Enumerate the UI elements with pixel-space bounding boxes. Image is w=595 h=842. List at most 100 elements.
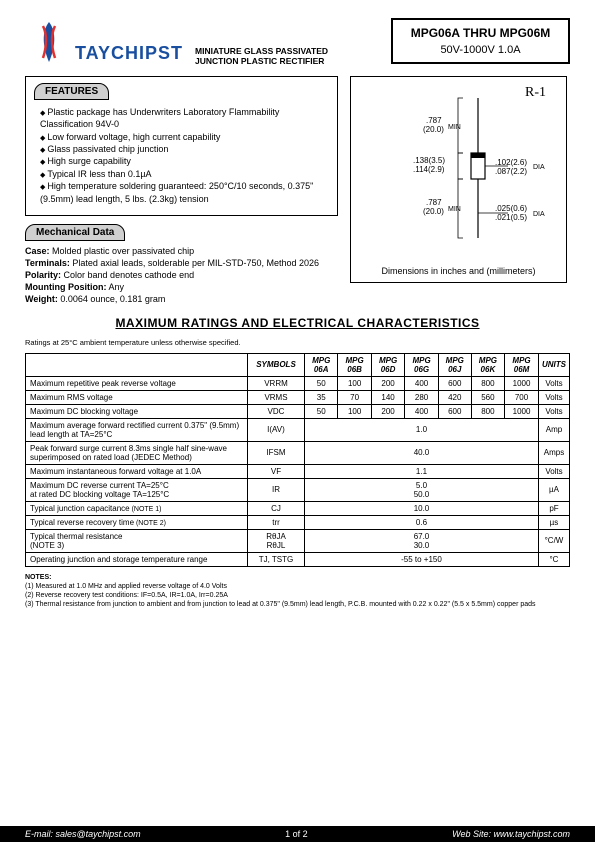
param-cell: Maximum instantaneous forward voltage at… bbox=[26, 464, 248, 478]
ratings-table: SYMBOLSMPG 06AMPG 06BMPG 06DMPG 06GMPG 0… bbox=[25, 353, 570, 567]
footer-website: Web Site: www.taychipst.com bbox=[452, 829, 570, 839]
terminals-value: Plated axial leads, solderable per MIL-S… bbox=[72, 258, 319, 268]
param-cell: Maximum DC reverse current TA=25°C at ra… bbox=[26, 478, 248, 501]
symbol-cell: IR bbox=[248, 478, 305, 501]
value-cell: 200 bbox=[371, 404, 404, 418]
table-row: Maximum DC reverse current TA=25°C at ra… bbox=[26, 478, 570, 501]
feature-item: Plastic package has Underwriters Laborat… bbox=[40, 106, 329, 131]
symbol-cell: VRRM bbox=[248, 376, 305, 390]
value-cell: 140 bbox=[371, 390, 404, 404]
header: TAYCHIPST MINIATURE GLASS PASSIVATED JUN… bbox=[25, 18, 570, 66]
units-cell: Volts bbox=[538, 376, 569, 390]
units-cell: µA bbox=[538, 478, 569, 501]
value-cell: 35 bbox=[305, 390, 338, 404]
value-cell: 100 bbox=[338, 404, 371, 418]
param-cell: Typical reverse recovery time (NOTE 2) bbox=[26, 515, 248, 529]
units-cell: °C bbox=[538, 552, 569, 566]
dim-min-bot: MIN bbox=[448, 206, 461, 213]
diode-drawing-icon: .787(20.0) MIN .138(3.5).114(2.9) .102(2… bbox=[363, 93, 553, 258]
dim-dia-lead: DIA bbox=[533, 211, 545, 218]
diagram-caption: Dimensions in inches and (millimeters) bbox=[351, 266, 566, 276]
dim-min-top: MIN bbox=[448, 124, 461, 131]
param-cell: Maximum DC blocking voltage bbox=[26, 404, 248, 418]
units-cell: µs bbox=[538, 515, 569, 529]
param-cell: Operating junction and storage temperatu… bbox=[26, 552, 248, 566]
value-cell: -55 to +150 bbox=[305, 552, 539, 566]
symbol-cell: trr bbox=[248, 515, 305, 529]
mechanical-data: Case: Molded plastic over passivated chi… bbox=[25, 245, 325, 306]
feature-item: Low forward voltage, high current capabi… bbox=[40, 131, 329, 143]
table-row: Maximum repetitive peak reverse voltageV… bbox=[26, 376, 570, 390]
value-cell: 50 bbox=[305, 404, 338, 418]
notes-block: NOTES: (1) Measured at 1.0 MHz and appli… bbox=[25, 573, 570, 609]
value-cell: 67.0 30.0 bbox=[305, 529, 539, 552]
footer: E-mail: sales@taychipst.com 1 of 2 Web S… bbox=[0, 826, 595, 842]
value-cell: 1.0 bbox=[305, 418, 539, 441]
notes-title: NOTES: bbox=[25, 574, 51, 581]
value-cell: 5.0 50.0 bbox=[305, 478, 539, 501]
logo: TAYCHIPST bbox=[25, 18, 183, 66]
value-cell: 10.0 bbox=[305, 501, 539, 515]
voltage-current-rating: 50V-1000V 1.0A bbox=[403, 44, 558, 56]
units-cell: Amps bbox=[538, 441, 569, 464]
value-cell: 420 bbox=[438, 390, 471, 404]
value-cell: 1000 bbox=[505, 404, 539, 418]
table-header: UNITS bbox=[538, 353, 569, 376]
polarity-label: Polarity: bbox=[25, 270, 61, 280]
table-header: MPG 06A bbox=[305, 353, 338, 376]
value-cell: 400 bbox=[405, 404, 439, 418]
note-item: (2) Reverse recovery test conditions: IF… bbox=[25, 591, 570, 600]
units-cell: Amp bbox=[538, 418, 569, 441]
value-cell: 800 bbox=[471, 404, 504, 418]
dim-lead-top: .787(20.0) bbox=[423, 116, 444, 134]
feature-item: Glass passivated chip junction bbox=[40, 143, 329, 155]
feature-item: High surge capability bbox=[40, 155, 329, 167]
units-cell: Volts bbox=[538, 390, 569, 404]
case-value: Molded plastic over passivated chip bbox=[52, 246, 194, 256]
logo-icon bbox=[25, 18, 73, 66]
table-header: MPG 06J bbox=[438, 353, 471, 376]
param-cell: Typical junction capacitance (NOTE 1) bbox=[26, 501, 248, 515]
dim-lead-bot: .787(20.0) bbox=[423, 198, 444, 216]
param-cell: Peak forward surge current 8.3ms single … bbox=[26, 441, 248, 464]
symbol-cell: VDC bbox=[248, 404, 305, 418]
dim-lead-dia: .025(0.6).021(0.5) bbox=[495, 204, 527, 222]
units-cell: Volts bbox=[538, 464, 569, 478]
terminals-label: Terminals: bbox=[25, 258, 70, 268]
table-row: Peak forward surge current 8.3ms single … bbox=[26, 441, 570, 464]
weight-value: 0.0064 ounce, 0.181 gram bbox=[60, 294, 165, 304]
mechanical-title: Mechanical Data bbox=[25, 224, 125, 241]
table-row: Typical junction capacitance (NOTE 1)CJ1… bbox=[26, 501, 570, 515]
dim-dia-body: DIA bbox=[533, 164, 545, 171]
symbol-cell: CJ bbox=[248, 501, 305, 515]
units-cell: °C/W bbox=[538, 529, 569, 552]
value-cell: 560 bbox=[471, 390, 504, 404]
param-cell: Maximum average forward rectified curren… bbox=[26, 418, 248, 441]
footer-email: E-mail: sales@taychipst.com bbox=[25, 829, 141, 839]
table-row: Maximum average forward rectified curren… bbox=[26, 418, 570, 441]
value-cell: 40.0 bbox=[305, 441, 539, 464]
note-item: (1) Measured at 1.0 MHz and applied reve… bbox=[25, 582, 570, 591]
part-range: MPG06A THRU MPG06M bbox=[403, 26, 558, 40]
table-row: Typical reverse recovery time (NOTE 2)tr… bbox=[26, 515, 570, 529]
param-cell: Maximum RMS voltage bbox=[26, 390, 248, 404]
symbol-cell: IFSM bbox=[248, 441, 305, 464]
dim-body-dia: .102(2.6).087(2.2) bbox=[495, 158, 527, 176]
value-cell: 100 bbox=[338, 376, 371, 390]
table-row: Maximum instantaneous forward voltage at… bbox=[26, 464, 570, 478]
value-cell: 600 bbox=[438, 404, 471, 418]
package-diagram: R-1 .787(20.0) MIN .138(3.5).114(2.9) .1… bbox=[350, 76, 567, 283]
title-box: MPG06A THRU MPG06M 50V-1000V 1.0A bbox=[391, 18, 570, 64]
brand-name: TAYCHIPST bbox=[75, 43, 183, 64]
case-label: Case: bbox=[25, 246, 50, 256]
value-cell: 400 bbox=[405, 376, 439, 390]
value-cell: 600 bbox=[438, 376, 471, 390]
symbol-cell: VF bbox=[248, 464, 305, 478]
table-row: Operating junction and storage temperatu… bbox=[26, 552, 570, 566]
ratings-title: MAXIMUM RATINGS AND ELECTRICAL CHARACTER… bbox=[25, 316, 570, 330]
symbol-cell: RθJA RθJL bbox=[248, 529, 305, 552]
table-header: MPG 06D bbox=[371, 353, 404, 376]
feature-item: High temperature soldering guaranteed: 2… bbox=[40, 180, 329, 205]
footer-page: 1 of 2 bbox=[285, 829, 308, 839]
param-cell: Typical thermal resistance (NOTE 3) bbox=[26, 529, 248, 552]
